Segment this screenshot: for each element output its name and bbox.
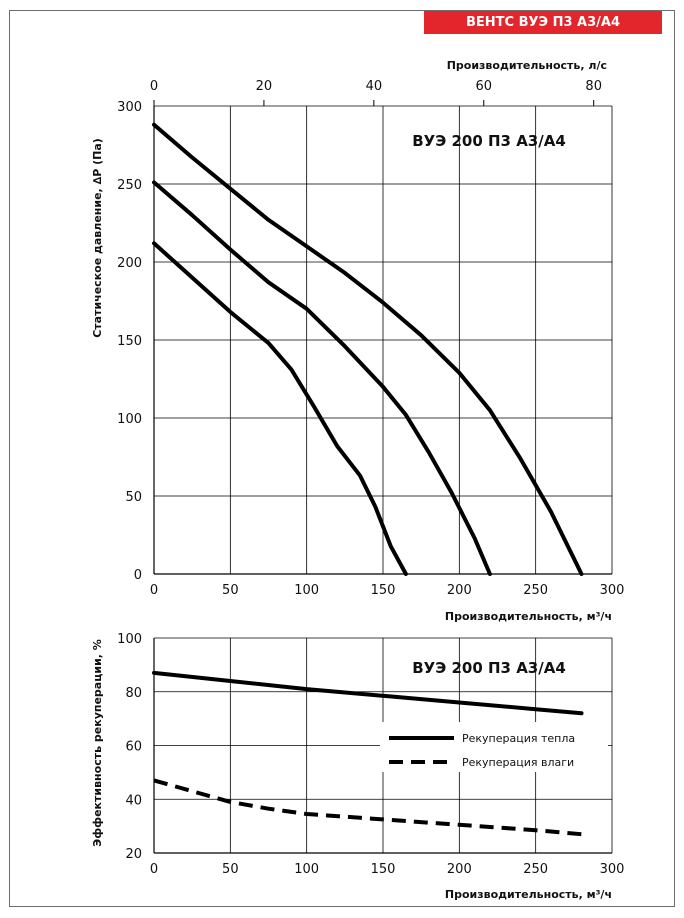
chart1-title: ВУЭ 200 П3 А3/А4 [412, 132, 566, 150]
x-tick-label: 150 [371, 862, 396, 877]
series-line-1 [152, 122, 584, 576]
top-tick-label: 40 [366, 79, 383, 94]
chart2-title: ВУЭ 200 П3 А3/А4 [412, 659, 566, 677]
y-tick-label: 20 [125, 847, 142, 862]
chart2-x-axis-label: Производительность, м³/ч [445, 888, 612, 901]
legend-label-moisture: Рекуперация влаги [462, 756, 574, 769]
chart1-top-axis-label: Производительность, л/с [447, 59, 607, 72]
chart1-y-axis-label: Статическое давление, ∆P (Па) [91, 138, 104, 338]
y-tick-label: 40 [125, 793, 142, 808]
x-tick-label: 200 [447, 583, 472, 598]
top-tick-label: 60 [475, 79, 492, 94]
series-line-3 [152, 241, 408, 576]
y-tick-label: 0 [134, 568, 142, 583]
chart2-series [152, 670, 584, 837]
x-tick-label: 300 [600, 862, 625, 877]
y-tick-label: 100 [117, 412, 142, 427]
x-tick-label: 100 [294, 862, 319, 877]
chart2-y-axis-ticks: 20 40 60 80 100 [117, 632, 142, 862]
x-tick-label: 0 [150, 862, 158, 877]
top-tick-label: 20 [256, 79, 273, 94]
model-badge: ВЕНТС ВУЭ П3 А3/А4 [424, 11, 662, 34]
chart2-x-axis-ticks: 0 50 100 150 200 250 300 [150, 862, 625, 877]
top-tick-label: 80 [585, 79, 602, 94]
x-tick-label: 50 [222, 862, 239, 877]
chart2-legend: Рекуперация тепла Рекуперация влаги [380, 722, 608, 772]
x-tick-label: 250 [523, 583, 548, 598]
y-tick-label: 150 [117, 334, 142, 349]
chart1-grid [153, 105, 613, 575]
x-tick-label: 200 [447, 862, 472, 877]
x-tick-label: 300 [600, 583, 625, 598]
x-tick-label: 0 [150, 583, 158, 598]
x-tick-label: 250 [523, 862, 548, 877]
x-tick-label: 100 [294, 583, 319, 598]
chart1-series [152, 122, 584, 576]
y-tick-label: 250 [117, 178, 142, 193]
chart2-y-axis-label: Эффективность рекуперации, % [91, 639, 104, 847]
chart1-x-axis-label: Производительность, м³/ч [445, 610, 612, 623]
chart1-top-axis-ticks: 0 20 40 60 80 [150, 79, 602, 106]
top-tick-label: 0 [150, 79, 158, 94]
y-tick-label: 60 [125, 740, 142, 755]
x-tick-label: 150 [371, 583, 396, 598]
diagram-frame [9, 10, 675, 907]
legend-label-heat: Рекуперация тепла [462, 732, 575, 745]
y-tick-label: 100 [117, 632, 142, 647]
y-tick-label: 80 [125, 686, 142, 701]
series-line-1 [152, 670, 584, 716]
y-tick-label: 300 [117, 100, 142, 115]
x-tick-label: 50 [222, 583, 239, 598]
chart1-y-axis-ticks: 0 50 100 150 200 250 300 [117, 100, 142, 583]
series-line-2 [153, 778, 582, 837]
y-tick-label: 50 [125, 490, 142, 505]
y-tick-label: 200 [117, 256, 142, 271]
chart1-x-axis-ticks: 0 50 100 150 200 250 300 [150, 583, 625, 598]
series-line-2 [152, 180, 492, 576]
